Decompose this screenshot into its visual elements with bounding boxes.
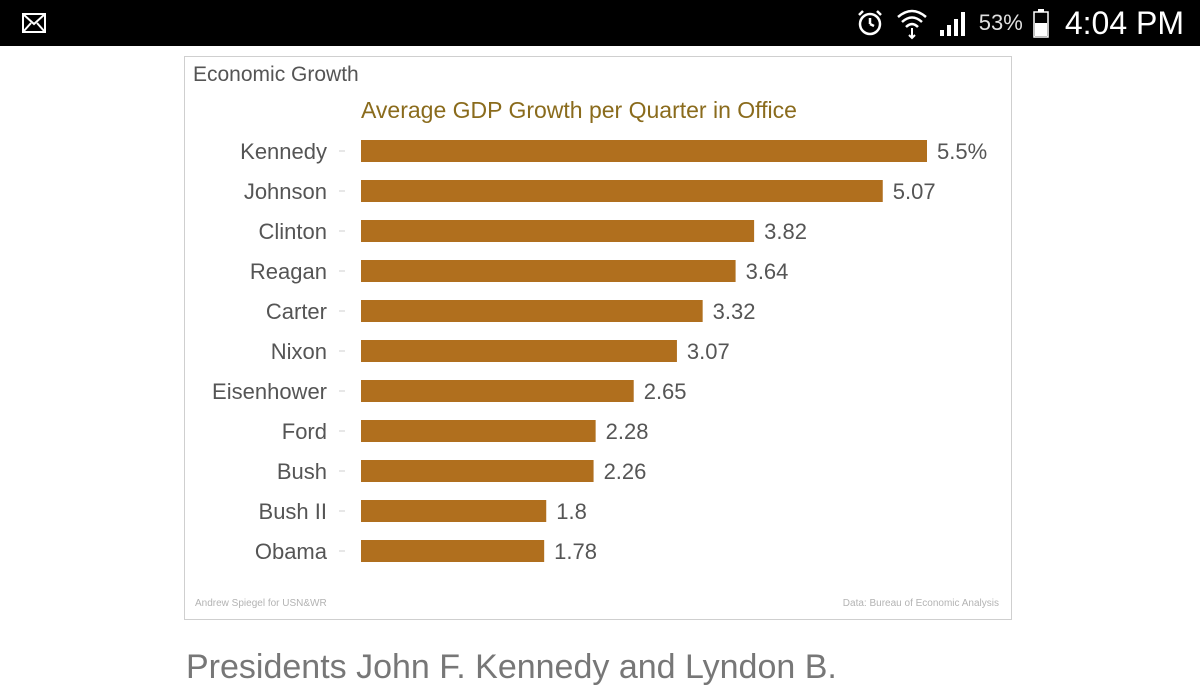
chart-card: Economic Growth Average GDP Growth per Q… (184, 56, 1012, 620)
bar (361, 500, 547, 522)
bar (361, 380, 634, 402)
bar (361, 340, 677, 362)
value-label: 2.65 (644, 379, 687, 404)
category-label: Clinton (259, 219, 327, 244)
alarm-clock-icon (857, 10, 882, 36)
chart-title: Average GDP Growth per Quarter in Office (361, 97, 797, 123)
category-label: Eisenhower (212, 379, 327, 404)
value-label: 3.64 (746, 259, 789, 284)
value-label: 1.78 (554, 539, 597, 564)
bar (361, 140, 927, 162)
value-label: 5.5% (937, 139, 987, 164)
value-label: 3.32 (713, 299, 756, 324)
bar (361, 420, 596, 442)
value-label: 3.07 (687, 339, 730, 364)
battery-icon (1033, 9, 1049, 38)
chart-heading: Economic Growth (193, 63, 359, 86)
category-label: Nixon (271, 339, 327, 364)
bar-chart: Kennedy 5.5% Johnson 5.07 Clinton 3.82 Reagan 3… (212, 139, 987, 564)
signal-strength-icon (939, 12, 965, 36)
category-label: Ford (282, 419, 327, 444)
chart-credit: Andrew Spiegel for USN&WR (195, 598, 327, 609)
bar (361, 300, 703, 322)
bar (361, 260, 736, 282)
category-label: Carter (266, 299, 327, 324)
bar (361, 460, 594, 482)
bar (361, 180, 883, 202)
status-clock: 4:04 PM (1064, 4, 1184, 41)
value-label: 3.82 (764, 219, 807, 244)
category-label: Reagan (250, 259, 327, 284)
category-label: Johnson (244, 179, 327, 204)
status-bar: 53% 4:04 PM (0, 0, 1200, 46)
battery-percent: 53% (978, 10, 1023, 35)
value-label: 2.26 (604, 459, 647, 484)
bar (361, 220, 755, 242)
wifi-icon (896, 9, 927, 40)
category-label: Kennedy (240, 139, 327, 164)
article-caption: Presidents John F. Kennedy and Lyndon B. (186, 648, 837, 686)
category-label: Bush (277, 459, 327, 484)
category-label: Obama (255, 539, 328, 564)
chart-source: Data: Bureau of Economic Analysis (842, 598, 999, 609)
value-label: 5.07 (893, 179, 936, 204)
value-label: 1.8 (556, 499, 587, 524)
mail-icon (22, 13, 46, 33)
value-label: 2.28 (606, 419, 649, 444)
bar (361, 540, 545, 562)
category-label: Bush II (259, 499, 327, 524)
